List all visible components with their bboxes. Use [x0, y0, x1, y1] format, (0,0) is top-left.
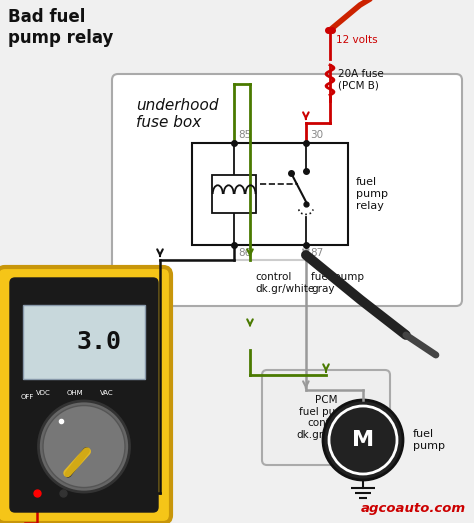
Text: 3.0: 3.0	[76, 331, 121, 355]
Text: M: M	[352, 430, 374, 450]
FancyBboxPatch shape	[112, 74, 462, 306]
Text: control
dk.gr/white: control dk.gr/white	[255, 272, 314, 293]
Text: 86: 86	[238, 248, 251, 258]
FancyBboxPatch shape	[262, 370, 390, 465]
FancyBboxPatch shape	[0, 267, 171, 523]
Text: 87: 87	[310, 248, 323, 258]
Text: OHM: OHM	[67, 390, 83, 396]
Bar	[212, 175, 256, 213]
Text: VDC: VDC	[36, 390, 50, 396]
Text: 20A fuse
(PCM B): 20A fuse (PCM B)	[338, 69, 384, 91]
Text: fuel
pump
relay: fuel pump relay	[356, 177, 388, 211]
Text: PCM
fuel pump
control
dk.gr/white: PCM fuel pump control dk.gr/white	[296, 395, 356, 440]
FancyBboxPatch shape	[10, 278, 158, 512]
Circle shape	[38, 401, 129, 492]
Circle shape	[323, 400, 403, 480]
Text: fuel
pump: fuel pump	[413, 429, 445, 451]
Bar	[192, 143, 348, 245]
Bar	[23, 305, 145, 379]
Text: 12 volts: 12 volts	[336, 35, 378, 45]
Circle shape	[43, 405, 125, 487]
Circle shape	[329, 406, 397, 474]
Text: underhood
fuse box: underhood fuse box	[136, 98, 219, 130]
Text: 30: 30	[310, 130, 323, 140]
Text: Bad fuel
pump relay: Bad fuel pump relay	[8, 8, 113, 47]
Text: OFF: OFF	[21, 394, 35, 400]
Text: agcoauto.com: agcoauto.com	[361, 502, 466, 515]
Text: VAC: VAC	[100, 390, 114, 396]
Text: 85: 85	[238, 130, 251, 140]
Text: fuel pump
gray: fuel pump gray	[311, 272, 364, 293]
